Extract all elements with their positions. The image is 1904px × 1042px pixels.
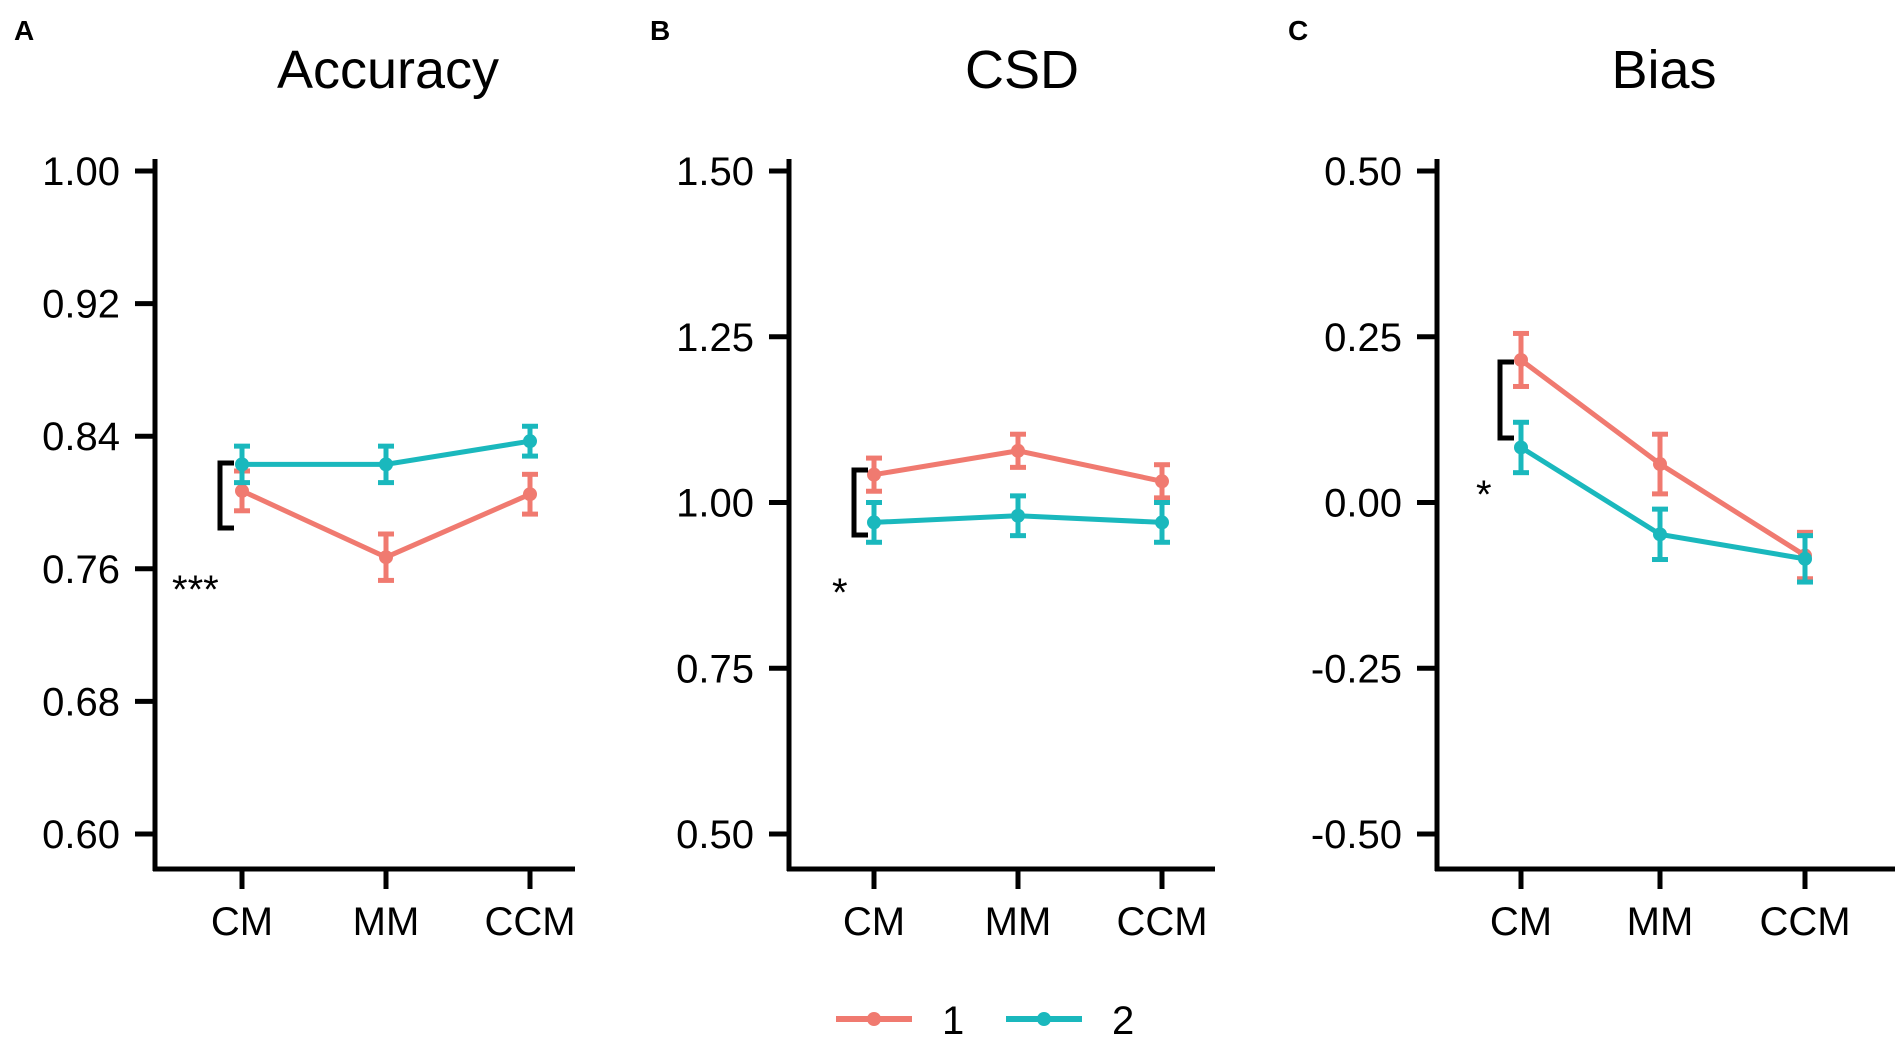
series-2: [234, 423, 538, 486]
y-tick-label: 1.25: [676, 316, 754, 360]
data-point: [867, 515, 881, 530]
panel-title: CSD: [965, 40, 1079, 100]
legend: 1 2: [836, 999, 1134, 1042]
legend-label-1: 1: [942, 999, 964, 1042]
legend-label-2: 2: [1112, 999, 1134, 1042]
series-1: [234, 468, 538, 583]
data-point: [379, 550, 393, 565]
series-1: [1513, 330, 1813, 582]
data-point: [1011, 508, 1025, 523]
y-tick-label: 1.00: [42, 150, 120, 194]
significance-bracket: [217, 460, 234, 531]
significance-label: ***: [172, 568, 219, 612]
y-tick-label: 0.75: [676, 647, 754, 691]
significance-label: *: [1476, 473, 1492, 517]
y-tick-label: 0.84: [42, 415, 120, 459]
panel-letter: B: [650, 15, 670, 46]
panel-a: A Accuracy 1.00 0.92 0.84 0.76 0.68 0.60 CM MM CCM…: [14, 15, 576, 944]
significance-label: *: [832, 571, 848, 615]
y-tick-label: -0.50: [1311, 813, 1402, 857]
panel-b: B CSD 1.50 1.25 1.00 0.75 0.50 CM MM CCM *: [650, 15, 1215, 944]
panel-letter: A: [14, 15, 34, 46]
series-1: [866, 431, 1170, 501]
x-tick-label-cm: CM: [1490, 900, 1552, 944]
significance-bracket: [1497, 359, 1514, 441]
data-point: [1514, 440, 1528, 455]
y-tick-label: -0.25: [1311, 647, 1402, 691]
data-point: [1653, 527, 1667, 542]
panel-c: C Bias 0.50 0.25 0.00 -0.25 -0.50 CM MM CCM *: [1288, 15, 1895, 944]
data-point: [1155, 515, 1169, 530]
data-point: [1011, 443, 1025, 458]
y-tick-label: 0.68: [42, 680, 120, 724]
data-point: [867, 467, 881, 482]
x-tick-label-ccm: CCM: [484, 900, 575, 944]
x-tick-label-mm: MM: [985, 900, 1052, 944]
panel-title: Accuracy: [277, 40, 499, 100]
x-tick-label-mm: MM: [353, 900, 420, 944]
y-tick-label: 0.60: [42, 813, 120, 857]
x-tick-label-cm: CM: [211, 900, 273, 944]
data-point: [235, 457, 249, 472]
x-tick-label-cm: CM: [843, 900, 905, 944]
series-2: [1513, 419, 1813, 585]
y-tick-label: 0.92: [42, 283, 120, 327]
panel-letter: C: [1288, 15, 1308, 46]
data-point: [379, 457, 393, 472]
y-tick-label: 0.50: [1324, 150, 1402, 194]
x-tick-label-ccm: CCM: [1759, 900, 1850, 944]
y-tick-label: 0.00: [1324, 482, 1402, 526]
y-tick-label: 0.50: [676, 813, 754, 857]
legend-marker-1: [867, 1012, 881, 1026]
legend-marker-2: [1037, 1012, 1051, 1026]
data-point: [235, 483, 249, 498]
data-point: [523, 434, 537, 449]
y-tick-label: 1.50: [676, 150, 754, 194]
x-tick-label-ccm: CCM: [1116, 900, 1207, 944]
series-2: [866, 493, 1170, 545]
panel-title: Bias: [1611, 40, 1716, 100]
y-tick-label: 0.25: [1324, 316, 1402, 360]
data-point: [1155, 474, 1169, 489]
y-tick-label: 0.76: [42, 548, 120, 592]
data-point: [1798, 551, 1812, 566]
data-point: [1653, 457, 1667, 472]
data-point: [1514, 352, 1528, 367]
data-point: [523, 487, 537, 502]
y-tick-label: 1.00: [676, 482, 754, 526]
significance-bracket: [851, 467, 868, 538]
x-tick-label-mm: MM: [1627, 900, 1694, 944]
